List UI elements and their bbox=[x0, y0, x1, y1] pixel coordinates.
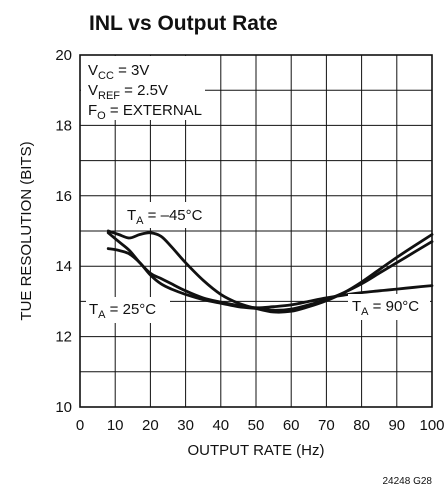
x-tick-label: 50 bbox=[248, 417, 265, 434]
plot-frame bbox=[79, 54, 433, 408]
y-tick-label: 20 bbox=[55, 47, 72, 64]
y-tick-label: 10 bbox=[55, 399, 72, 416]
x-tick-label: 40 bbox=[212, 417, 229, 434]
x-tick-label: 60 bbox=[283, 417, 300, 434]
x-tick-label: 20 bbox=[142, 417, 159, 434]
series-line-90 bbox=[106, 231, 434, 310]
series-label-90: TA = 90°C bbox=[352, 298, 419, 318]
y-tick-label: 18 bbox=[55, 117, 72, 134]
condition-vcc: VCC = 3V bbox=[88, 62, 149, 82]
x-tick-label: 70 bbox=[318, 417, 335, 434]
series-label-25: TA = 25°C bbox=[89, 301, 156, 321]
figure-code: 24248 G28 bbox=[383, 476, 433, 487]
x-tick-label: 10 bbox=[107, 417, 124, 434]
series-label-minus45: TA = –45°C bbox=[127, 207, 203, 227]
x-axis-label: OUTPUT RATE (Hz) bbox=[188, 442, 325, 459]
y-tick-labels: 10 12 14 16 18 20 bbox=[55, 47, 72, 416]
condition-fo: FO = EXTERNAL bbox=[88, 102, 202, 122]
x-tick-label: 30 bbox=[177, 417, 194, 434]
label-bg-90 bbox=[348, 294, 430, 320]
y-axis-label: TUE RESOLUTION (BITS) bbox=[18, 141, 35, 320]
x-tick-label: 100 bbox=[419, 417, 444, 434]
x-tick-label: 0 bbox=[76, 417, 84, 434]
series-lines bbox=[106, 229, 434, 314]
label-bg-minus45 bbox=[124, 202, 216, 228]
condition-vref: VREF = 2.5V bbox=[88, 82, 168, 102]
y-tick-label: 16 bbox=[55, 188, 72, 205]
conditions-box bbox=[81, 56, 205, 120]
chart-title: INL vs Output Rate bbox=[89, 12, 278, 35]
x-tick-label: 80 bbox=[353, 417, 370, 434]
x-tick-labels: 0 10 20 30 40 50 60 70 80 90 100 bbox=[76, 417, 445, 434]
y-tick-label: 12 bbox=[55, 329, 72, 346]
label-bg-25 bbox=[86, 297, 170, 323]
x-tick-label: 90 bbox=[388, 417, 405, 434]
y-tick-label: 14 bbox=[55, 258, 72, 275]
